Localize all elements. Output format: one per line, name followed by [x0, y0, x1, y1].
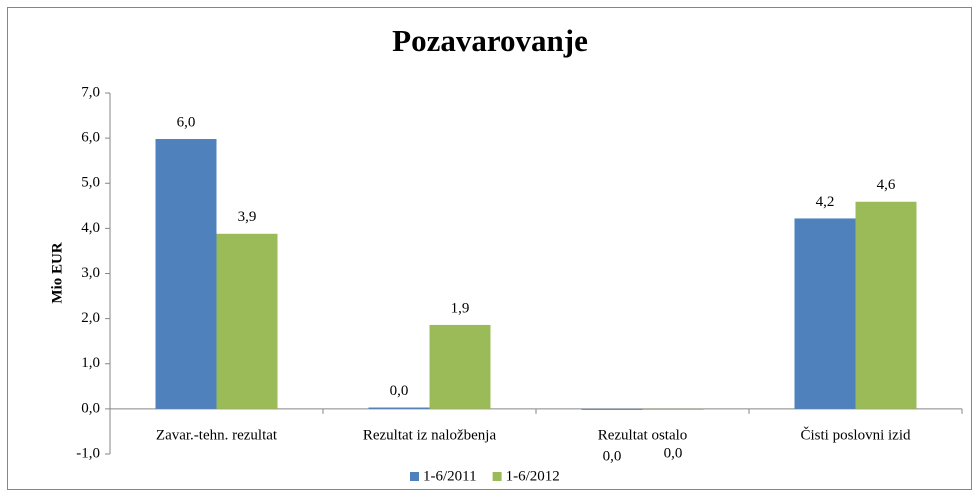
bar [429, 324, 491, 409]
legend-swatch [410, 472, 419, 481]
y-tick-label: 6,0 [81, 130, 100, 146]
data-label: 1,9 [451, 300, 470, 316]
y-tick-label: 7,0 [81, 84, 100, 100]
x-tick-label: Čisti poslovni izid [800, 426, 911, 443]
legend-label: 1-6/2012 [506, 468, 560, 484]
data-label: 4,6 [877, 177, 896, 193]
legend-swatch [492, 472, 502, 481]
data-label: 0,0 [390, 383, 409, 399]
x-tick-label: Rezultat ostalo [598, 427, 688, 443]
y-tick-label: 2,0 [81, 310, 100, 326]
x-tick-label: Rezultat iz naložbenja [363, 427, 497, 443]
y-tick-label: -1,0 [76, 445, 100, 461]
bar [581, 408, 643, 410]
bar [855, 201, 917, 409]
y-tick-label: 0,0 [81, 400, 100, 416]
data-label: 6,0 [177, 114, 196, 130]
x-tick-label: Zavar.-tehn. rezultat [156, 427, 278, 443]
chart-title: Pozavarovanje [392, 23, 588, 58]
y-tick-label: 5,0 [81, 175, 100, 191]
bar [216, 233, 278, 409]
bar [155, 139, 217, 409]
data-label: 0,0 [664, 445, 683, 461]
data-label: 3,9 [238, 209, 257, 225]
bar [368, 407, 430, 409]
bar [794, 218, 856, 409]
y-tick-label: 1,0 [81, 355, 100, 371]
legend-label: 1-6/2011 [423, 468, 477, 484]
bar [642, 408, 704, 410]
data-label: 4,2 [816, 194, 835, 210]
y-tick-label: 4,0 [81, 220, 100, 236]
y-axis-label: Mio EUR [49, 242, 65, 303]
data-label: 0,0 [603, 448, 622, 464]
y-tick-label: 3,0 [81, 265, 100, 281]
